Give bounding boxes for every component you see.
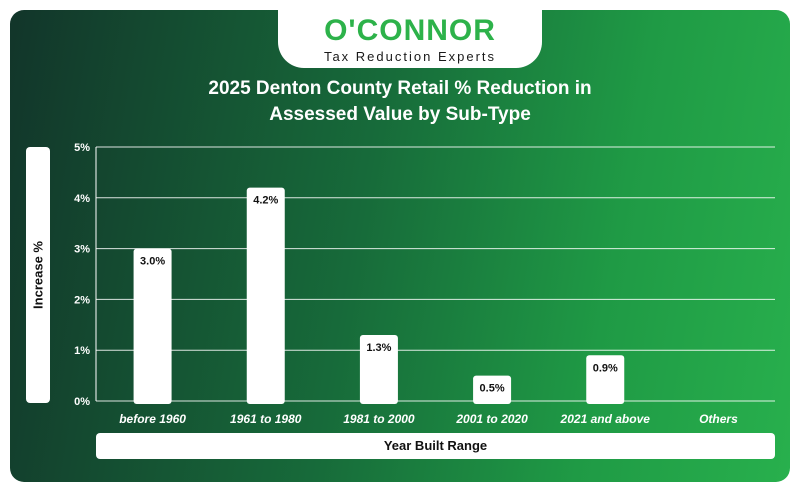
x-tick-label: 2021 and above: [560, 412, 651, 426]
y-tick-label: 5%: [74, 142, 90, 154]
x-tick-label: 1961 to 1980: [230, 412, 302, 426]
bar-value-label: 3.0%: [140, 256, 165, 268]
bar: [586, 355, 625, 404]
x-tick-label: before 1960: [119, 412, 186, 426]
bar: [359, 334, 398, 404]
y-axis-label-box: [26, 147, 50, 403]
y-tick-label: 0%: [74, 396, 90, 408]
y-tick-label: 3%: [74, 244, 90, 256]
brand-name: O'CONNOR: [324, 14, 496, 47]
bar: [133, 248, 172, 404]
brand-logo: O'CONNOR Tax Reduction Experts: [278, 10, 542, 68]
x-tick-label: 1981 to 2000: [343, 412, 415, 426]
plot-area: 0% 1% 2% 3% 4% 5% 3.0% before 1960 4.2% 1961 to 1…: [74, 142, 775, 426]
bar: [473, 375, 512, 404]
bar-value-label: 4.2%: [253, 195, 278, 207]
chart-title-line2: Assessed Value by Sub-Type: [269, 104, 531, 125]
brand-tagline: Tax Reduction Experts: [323, 49, 497, 64]
y-tick-label: 2%: [74, 294, 90, 306]
x-tick-label: 2001 to 2020: [455, 412, 528, 426]
y-tick-label: 1%: [74, 345, 90, 357]
bar-value-label: 0.9%: [593, 362, 618, 374]
x-axis-label: Year Built Range: [96, 433, 775, 459]
x-tick-label: Others: [699, 412, 738, 426]
bar: [246, 187, 285, 404]
y-tick-label: 4%: [74, 193, 90, 205]
bar-value-label: 1.3%: [366, 342, 391, 354]
chart-title-line1: 2025 Denton County Retail % Reduction in: [208, 78, 592, 99]
chart-card: O'CONNOR Tax Reduction Experts 2025 Dent…: [10, 10, 790, 482]
bar-value-label: 0.5%: [480, 383, 505, 395]
